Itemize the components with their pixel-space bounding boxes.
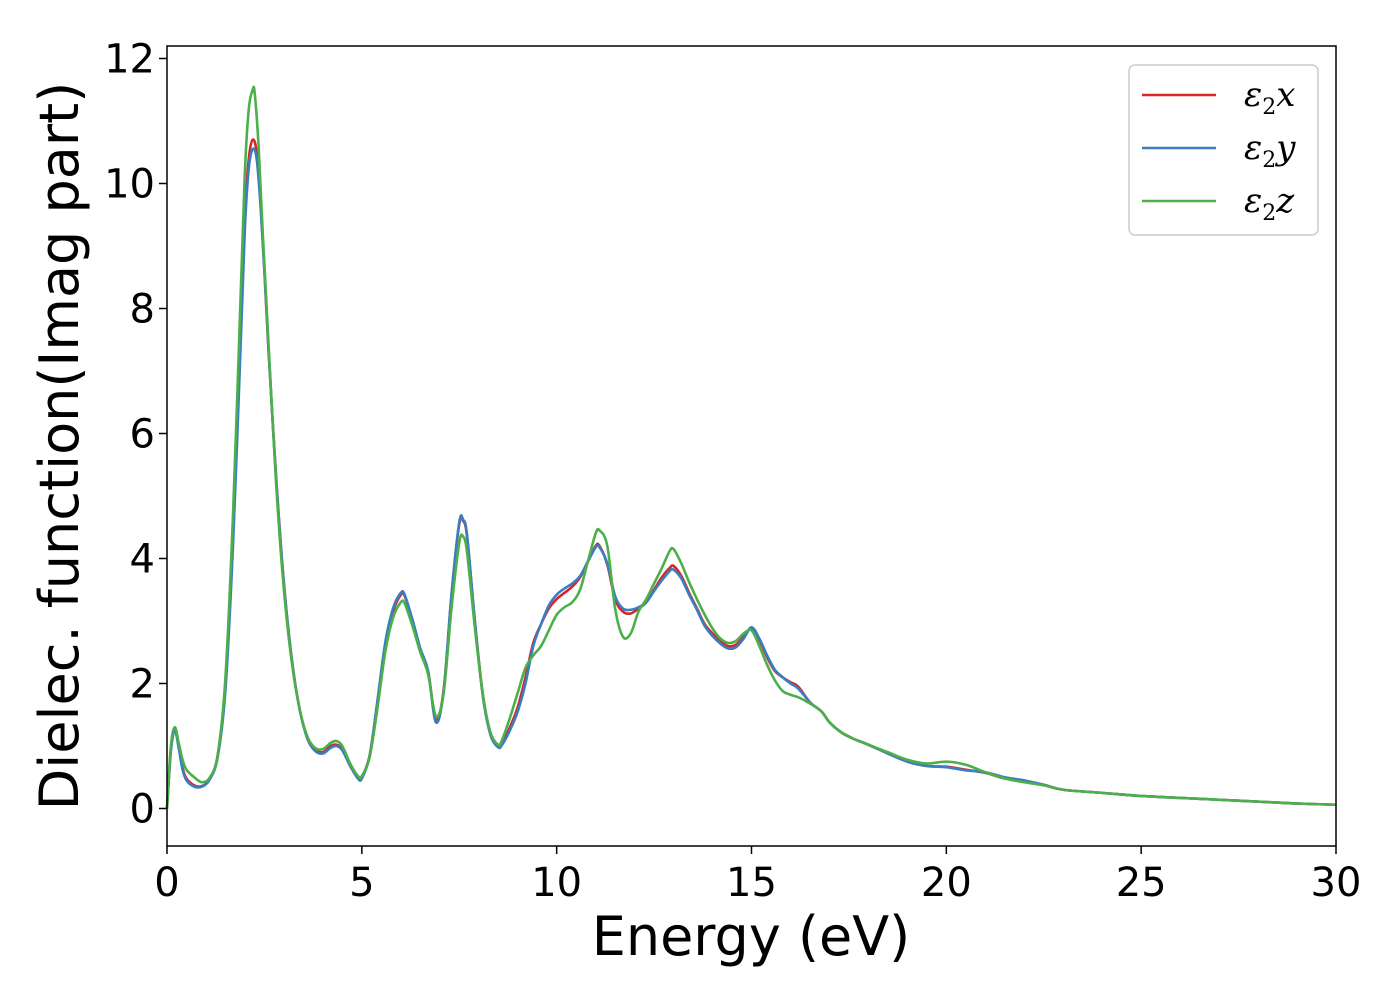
- x-tick-label: 15: [726, 860, 777, 906]
- legend-label-z: ε2z: [1244, 181, 1295, 226]
- legend-label-y: ε2y: [1244, 128, 1296, 173]
- legend-box: [1128, 64, 1319, 236]
- x-tick-label: 30: [1311, 860, 1362, 906]
- series-layer: [165, 85, 1337, 809]
- y-tick-label: 2: [130, 662, 155, 708]
- y-tick-label: 8: [130, 287, 155, 333]
- x-tick-label: 10: [531, 860, 582, 906]
- x-axis-label: Energy (eV): [592, 905, 911, 968]
- x-tick-label: 25: [1116, 860, 1167, 906]
- y-axis-label: Dielec. function(Imag part): [28, 82, 91, 811]
- y-tick-label: 0: [130, 787, 155, 833]
- ticks-layer: 0 5 10 15 20 25 30 0 2 4 6 8 10 12: [104, 37, 1361, 907]
- legend: ε2x ε2y ε2z: [1128, 64, 1319, 236]
- x-tick-label: 0: [154, 860, 179, 906]
- y-tick-label: 10: [104, 162, 155, 208]
- x-tick-label: 20: [921, 860, 972, 906]
- x-tick-label: 5: [349, 860, 374, 906]
- y-tick-label: 6: [130, 412, 155, 458]
- y-tick-label: 12: [104, 37, 155, 83]
- series-line-z: [165, 85, 1337, 809]
- y-tick-label: 4: [130, 537, 155, 583]
- legend-label-x: ε2x: [1244, 75, 1295, 120]
